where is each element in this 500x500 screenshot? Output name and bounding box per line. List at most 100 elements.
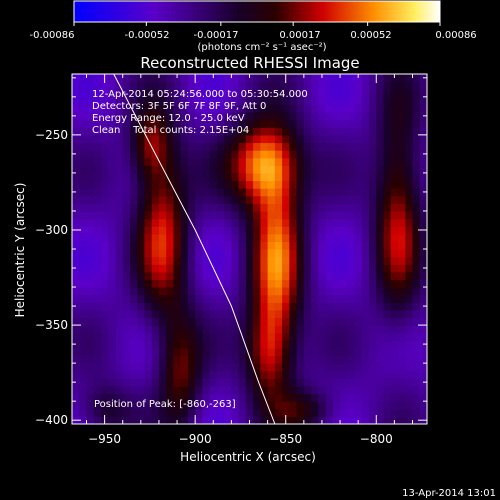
heatmap-cell <box>245 188 254 197</box>
heatmap-cell <box>289 188 298 197</box>
heatmap-cell <box>383 211 392 220</box>
heatmap-cell <box>340 226 348 235</box>
heatmap-cell <box>231 74 240 83</box>
heatmap-cell <box>405 378 414 387</box>
heatmap-cell <box>303 112 312 121</box>
heatmap-cell <box>347 408 356 417</box>
time-range-annotation: 12-Apr-2014 05:24:56.000 to 05:30:54.000 <box>92 89 308 100</box>
heatmap-cell <box>216 203 225 212</box>
heatmap-cell <box>289 302 298 311</box>
heatmap-cell <box>311 264 319 273</box>
heatmap-cell <box>419 393 427 402</box>
heatmap-cell <box>180 386 189 395</box>
heatmap-cell <box>231 408 240 417</box>
heatmap-cell <box>195 188 203 197</box>
heatmap-cell <box>115 112 124 121</box>
heatmap-cell <box>209 241 218 250</box>
heatmap-cell <box>108 271 116 280</box>
heatmap-cell <box>79 218 87 227</box>
heatmap-cell <box>137 211 145 220</box>
heatmap-cell <box>332 150 341 159</box>
heatmap-cell <box>296 89 305 98</box>
heatmap-cell <box>347 218 356 227</box>
heatmap-cell <box>209 401 218 410</box>
heatmap-cell <box>137 264 145 273</box>
heatmap-cell <box>340 264 348 273</box>
heatmap-cell <box>318 332 327 341</box>
heatmap-cell <box>72 279 80 288</box>
heatmap-cell <box>361 378 370 387</box>
heatmap-cell <box>361 74 370 83</box>
colorbar-tick-label: -0.00086 <box>30 30 75 41</box>
heatmap-cell <box>282 340 290 349</box>
heatmap-cell <box>93 134 102 144</box>
heatmap-cell <box>405 172 414 182</box>
heatmap-cell <box>224 279 232 288</box>
heatmap-cell <box>93 233 102 242</box>
colorbar-tick-label: -0.00017 <box>194 30 239 41</box>
heatmap-cell <box>72 203 80 212</box>
heatmap-cell <box>86 218 95 227</box>
heatmap-cell <box>325 226 334 235</box>
heatmap-cell <box>245 302 254 311</box>
heatmap-cell <box>354 347 363 357</box>
heatmap-cell <box>398 416 406 424</box>
heatmap-cell <box>369 195 377 204</box>
heatmap-cell <box>325 165 334 174</box>
heatmap-cell <box>390 363 399 372</box>
heatmap-cell <box>115 165 124 174</box>
heatmap-cell <box>224 188 232 197</box>
heatmap-cell <box>86 370 95 379</box>
heatmap-cell <box>332 119 341 128</box>
heatmap-cell <box>72 127 80 136</box>
heatmap-cell <box>72 256 80 265</box>
heatmap-cell <box>202 271 211 280</box>
heatmap-cell <box>79 134 87 144</box>
heatmap-cell <box>238 104 247 113</box>
heatmap-cell <box>383 74 392 83</box>
heatmap-cell <box>347 211 356 220</box>
heatmap-cell <box>274 294 283 303</box>
heatmap-cell <box>151 416 160 424</box>
heatmap-cell <box>173 150 182 159</box>
heatmap-cell <box>245 89 254 98</box>
heatmap-cell <box>361 386 370 395</box>
heatmap-cell <box>101 172 109 182</box>
heatmap-cell <box>383 203 392 212</box>
heatmap-cell <box>274 233 283 242</box>
heatmap-cell <box>347 347 356 357</box>
heatmap-cell <box>202 188 211 197</box>
heatmap-cell <box>383 393 392 402</box>
heatmap-cell <box>260 325 269 334</box>
heatmap-cell <box>419 89 427 98</box>
heatmap-cell <box>245 74 254 83</box>
heatmap-cell <box>318 256 327 265</box>
heatmap-cell <box>151 96 160 105</box>
heatmap-cell <box>101 271 109 280</box>
heatmap-cell <box>303 279 312 288</box>
heatmap-cell <box>369 81 377 90</box>
heatmap-cell <box>216 271 225 280</box>
heatmap-cell <box>253 271 261 280</box>
heatmap-cell <box>318 363 327 372</box>
heatmap-cell <box>318 294 327 303</box>
heatmap-cell <box>289 104 298 113</box>
heatmap-cell <box>245 363 254 372</box>
heatmap-cell <box>412 249 421 258</box>
heatmap-cell <box>86 104 95 113</box>
heatmap-cell <box>130 401 138 410</box>
heatmap-cell <box>122 302 131 311</box>
heatmap-cell <box>202 317 211 326</box>
heatmap-cell <box>151 134 160 144</box>
heatmap-cell <box>296 241 305 250</box>
heatmap-cell <box>303 317 312 326</box>
heatmap-cell <box>187 142 196 151</box>
heatmap-cell <box>390 271 399 280</box>
heatmap-cell <box>412 416 421 424</box>
heatmap-cell <box>86 302 95 311</box>
heatmap-cell <box>195 401 203 410</box>
heatmap-cell <box>137 142 145 151</box>
heatmap-cell <box>86 127 95 136</box>
heatmap-cell <box>332 386 341 395</box>
heatmap-cell <box>419 96 427 105</box>
